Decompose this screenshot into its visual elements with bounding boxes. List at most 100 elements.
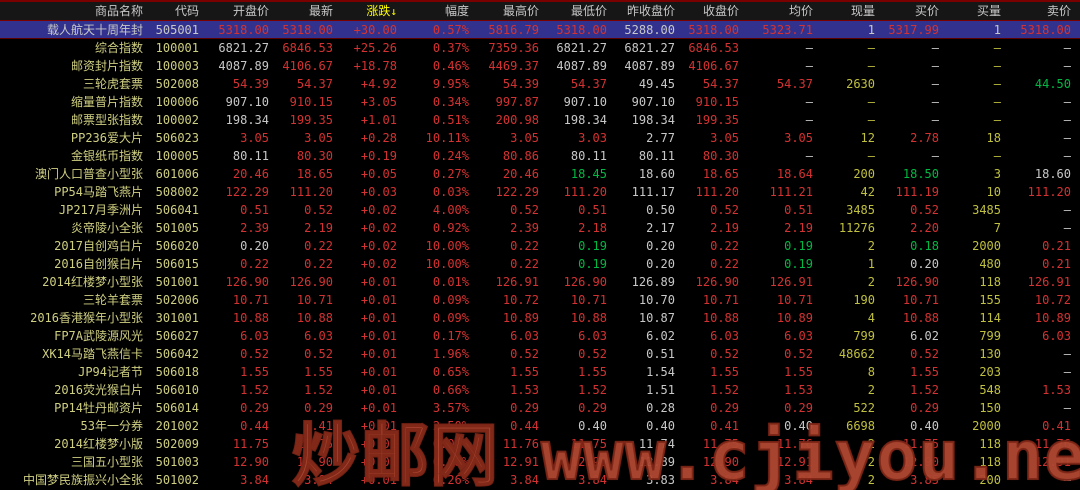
cell-bid_vol: — <box>993 149 1001 163</box>
cell-latest: 0.52 <box>304 347 333 361</box>
table-row[interactable]: 综合指数 100001 6821.27 6846.53 +25.26 0.37% 7359.… <box>0 39 1080 57</box>
cell-volume: 190 <box>853 293 875 307</box>
cell-name: 2016荧光猴白片 <box>54 383 143 397</box>
cell-bid_vol: — <box>993 95 1001 109</box>
cell-avg: 11.76 <box>776 437 813 451</box>
cell-volume: 200 <box>853 167 875 181</box>
cell-low: 0.29 <box>578 401 607 415</box>
cell-bid_vol: 3 <box>993 167 1001 181</box>
cell-latest: 3.05 <box>304 131 333 145</box>
column-header-latest[interactable]: 最新 <box>308 4 333 18</box>
table-row[interactable]: 邮资封片指数 100003 4087.89 4106.67 +18.78 0.46% 446… <box>0 57 1080 75</box>
cell-ask: — <box>1063 41 1071 55</box>
cell-latest: 12.90 <box>296 455 333 469</box>
cell-change_pct: 10.00% <box>425 239 469 253</box>
cell-ask: — <box>1063 59 1071 73</box>
cell-prev_close: 111.17 <box>631 185 675 199</box>
table-row[interactable]: 缩量普片指数 100006 907.10 910.15 +3.05 0.34% 997.87… <box>0 93 1080 111</box>
table-row-selected[interactable]: 载人航天十周年封 505001 5318.00 5318.00 +30.00 0.57% 5… <box>0 21 1080 39</box>
table-row[interactable]: 中国梦民族振兴小全张 501002 3.84 3.84 +0.01 0.26% 3.84 3.… <box>0 471 1080 489</box>
cell-change: +0.01 <box>360 347 397 361</box>
cell-low: 2.18 <box>578 221 607 235</box>
table-row[interactable]: 澳门人口普查小型张 601006 20.46 18.65 +0.05 0.27% 20.46… <box>0 165 1080 183</box>
column-header-change[interactable]: 涨跌↓ <box>366 4 397 18</box>
table-row[interactable]: 2017自创鸡白片 506020 0.20 0.22 +0.02 10.00% 0.22 0.… <box>0 237 1080 255</box>
table-row[interactable]: PP236爱大片 506023 3.05 3.05 +0.28 10.11% 3.05 3.0… <box>0 129 1080 147</box>
cell-open: 0.20 <box>240 239 269 253</box>
table-row[interactable]: XK14马踏飞燕信卡 506042 0.52 0.52 +0.01 1.96% 0.52 0.… <box>0 345 1080 363</box>
cell-close: 111.20 <box>695 185 739 199</box>
cell-name: JP94记者节 <box>78 365 143 379</box>
cell-change: +1.01 <box>360 113 397 127</box>
cell-volume: 2 <box>867 455 875 469</box>
column-header-avg[interactable]: 均价 <box>788 4 813 18</box>
table-row[interactable]: PP14牡丹邮资片 506014 0.29 0.29 +0.01 3.57% 0.29 0.2… <box>0 399 1080 417</box>
cell-volume: — <box>867 113 875 127</box>
column-header-open[interactable]: 开盘价 <box>232 4 269 18</box>
table-row[interactable]: JP217月季洲片 506041 0.51 0.52 +0.02 4.00% 0.52 0.5… <box>0 201 1080 219</box>
cell-name: 澳门人口普查小型张 <box>34 167 143 181</box>
cell-avg: 5323.71 <box>762 23 813 37</box>
column-header-change_pct[interactable]: 幅度 <box>444 4 469 18</box>
cell-volume: 4 <box>867 311 875 325</box>
cell-change: +0.05 <box>360 167 397 181</box>
table-row[interactable]: 2014红楼梦小版 502009 11.75 11.75 +0.01 0.09% 11.76… <box>0 435 1080 453</box>
table-row[interactable]: 2016自创猴白片 506015 0.22 0.22 +0.02 10.00% 0.22 0.… <box>0 255 1080 273</box>
cell-bid_vol: 200 <box>979 473 1001 487</box>
table-row[interactable]: 53年一分券 201002 0.44 0.41 +0.01 2.50% 0.44 0.40 0.… <box>0 417 1080 435</box>
table-row[interactable]: 2016荧光猴白片 506010 1.52 1.52 +0.01 0.66% 1.53 1.5… <box>0 381 1080 399</box>
cell-high: 126.91 <box>495 275 539 289</box>
table-row[interactable]: 三轮虎套票 502008 54.39 54.37 +4.92 9.95% 54.39 54.3… <box>0 75 1080 93</box>
cell-ask: — <box>1063 347 1071 361</box>
cell-close: 0.41 <box>710 419 739 433</box>
cell-avg: 0.40 <box>784 419 813 433</box>
cell-prev_close: 80.11 <box>638 149 675 163</box>
table-row[interactable]: PP54马踏飞燕片 508002 122.29 111.20 +0.03 0.03% 122… <box>0 183 1080 201</box>
cell-bid: 1.55 <box>910 365 939 379</box>
table-row[interactable]: FP7A武陵源风光 506027 6.03 6.03 +0.01 0.17% 6.03 6.0… <box>0 327 1080 345</box>
cell-prev_close: 10.87 <box>638 311 675 325</box>
cell-ask: 44.50 <box>1034 77 1071 91</box>
cell-high: 200.98 <box>495 113 539 127</box>
column-header-high[interactable]: 最高价 <box>502 4 539 18</box>
column-header-bid_vol[interactable]: 买量 <box>976 4 1001 18</box>
column-header-code[interactable]: 代码 <box>174 4 199 18</box>
cell-avg: 12.91 <box>776 455 813 469</box>
table-row[interactable]: 邮票型张指数 100002 198.34 199.35 +1.01 0.51% 200.98… <box>0 111 1080 129</box>
cell-prev_close: 0.40 <box>646 419 675 433</box>
cell-bid_vol: 155 <box>979 293 1001 307</box>
cell-avg: 10.71 <box>776 293 813 307</box>
table-row[interactable]: 金银纸币指数 100005 80.11 80.30 +0.19 0.24% 80.86 80.… <box>0 147 1080 165</box>
cell-low: 80.11 <box>570 149 607 163</box>
column-header-prev_close[interactable]: 昨收盘价 <box>626 4 675 18</box>
cell-ask: 18.60 <box>1034 167 1071 181</box>
cell-name: 2014红楼梦小型张 <box>42 275 143 289</box>
cell-name: 炎帝陵小全张 <box>70 221 143 235</box>
cell-ask: — <box>1063 113 1071 127</box>
table-row[interactable]: 2014红楼梦小型张 501001 126.90 126.90 +0.01 0.01% 12… <box>0 273 1080 291</box>
cell-bid: 18.50 <box>902 167 939 181</box>
column-header-name[interactable]: 商品名称 <box>94 4 143 18</box>
column-header-volume[interactable]: 现量 <box>850 4 875 18</box>
column-header-bid[interactable]: 买价 <box>914 4 939 18</box>
cell-change: +0.01 <box>360 365 397 379</box>
table-row[interactable]: 三国五小型张 501003 12.90 12.90 +0.01 0.08% 12.91 12.… <box>0 453 1080 471</box>
table-row[interactable]: 炎帝陵小全张 501005 2.39 2.19 +0.02 0.92% 2.39 2.18 2.… <box>0 219 1080 237</box>
table-row[interactable]: JP94记者节 506018 1.55 1.55 +0.01 0.65% 1.55 1.55 1… <box>0 363 1080 381</box>
table-row[interactable]: 三轮羊套票 502006 10.71 10.71 +0.01 0.09% 10.72 10.7… <box>0 291 1080 309</box>
cell-volume: 799 <box>853 329 875 343</box>
column-header-low[interactable]: 最低价 <box>570 4 607 18</box>
cell-bid: — <box>931 95 939 109</box>
cell-change: +0.19 <box>360 149 397 163</box>
column-header-ask[interactable]: 卖价 <box>1046 4 1071 18</box>
cell-close: 18.65 <box>702 167 739 181</box>
cell-volume: 8 <box>867 365 875 379</box>
cell-bid: 0.29 <box>910 401 939 415</box>
column-header-close[interactable]: 收盘价 <box>702 4 739 18</box>
cell-name: 邮票型张指数 <box>70 113 143 127</box>
cell-bid_vol: 118 <box>979 455 1001 469</box>
cell-close: 199.35 <box>695 113 739 127</box>
table-row[interactable]: 2016香港猴年小型张 301001 10.88 10.88 +0.01 0.09% 10.… <box>0 309 1080 327</box>
cell-bid_vol: 10 <box>986 185 1001 199</box>
cell-change: +0.01 <box>360 401 397 415</box>
